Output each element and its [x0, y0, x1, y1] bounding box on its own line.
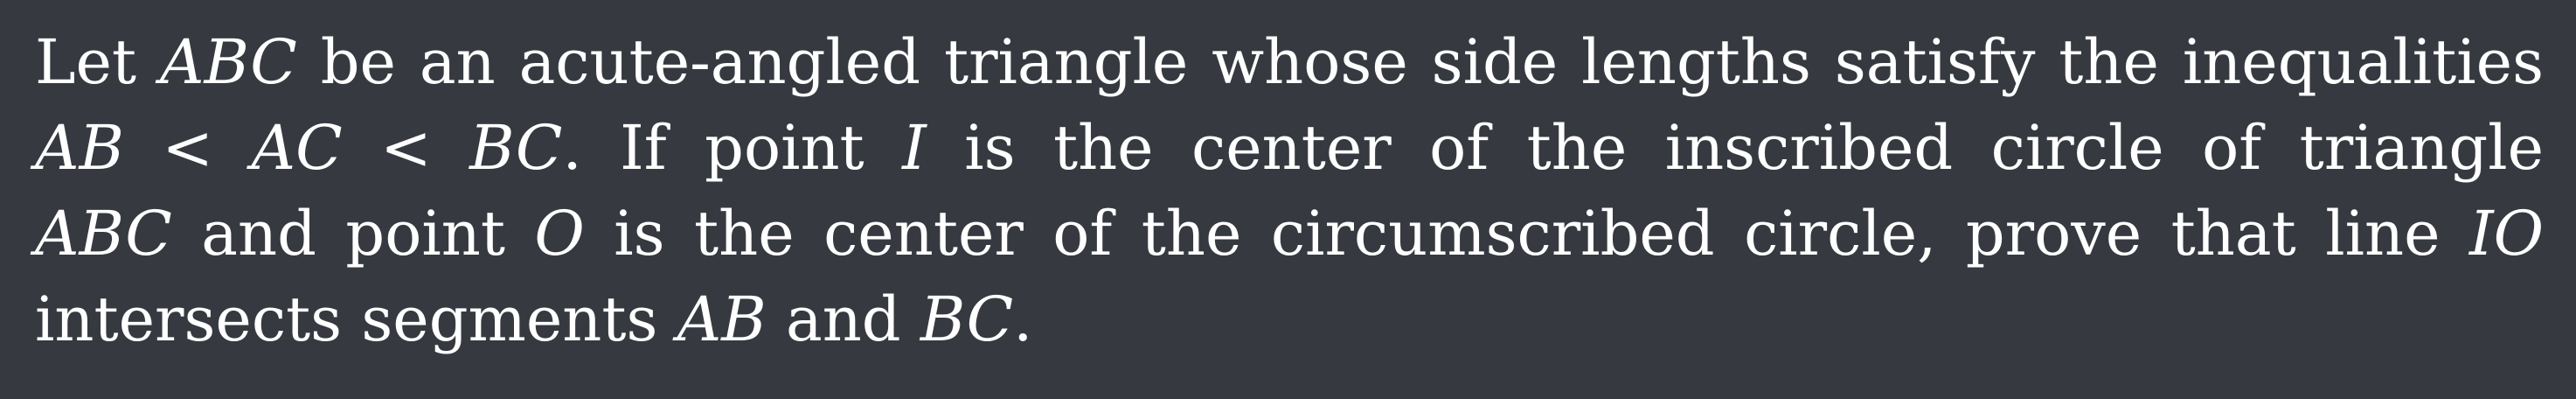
math-segment: BC — [469, 112, 563, 184]
text-segment: . — [1013, 284, 1033, 355]
math-segment: AC — [251, 112, 343, 184]
math-segment: O — [534, 198, 585, 270]
text-segment: and — [766, 284, 920, 355]
math-segment: I — [902, 112, 927, 184]
math-segment: IO — [2468, 198, 2544, 270]
math-segment: AB — [35, 112, 124, 184]
text-segment: be an acute-angled triangle whose side l… — [296, 26, 2544, 98]
text-segment: intersects segments — [35, 284, 677, 355]
math-segment: BC — [920, 284, 1014, 355]
problem-statement: Let ABC be an acute-angled triangle whos… — [35, 19, 2544, 362]
text-segment: is the center of the inscribed circle of… — [926, 112, 2545, 184]
math-segment: ABC — [159, 26, 297, 98]
text-segment: and point — [171, 198, 535, 270]
problem-line-2: AB < AC < BC. If point I is the center o… — [35, 105, 2544, 191]
text-segment: < — [342, 112, 470, 184]
math-segment: ABC — [35, 198, 172, 270]
text-segment: . If point — [562, 112, 903, 184]
text-segment: < — [124, 112, 252, 184]
math-segment: AB — [677, 284, 767, 355]
problem-line-1: Let ABC be an acute-angled triangle whos… — [35, 19, 2544, 105]
problem-line-4: intersects segments AB and BC. — [35, 276, 2544, 362]
text-segment: Let — [35, 26, 160, 98]
problem-line-3: ABC and point O is the center of the cir… — [35, 191, 2544, 276]
text-segment: is the center of the circumscribed circl… — [584, 198, 2469, 270]
